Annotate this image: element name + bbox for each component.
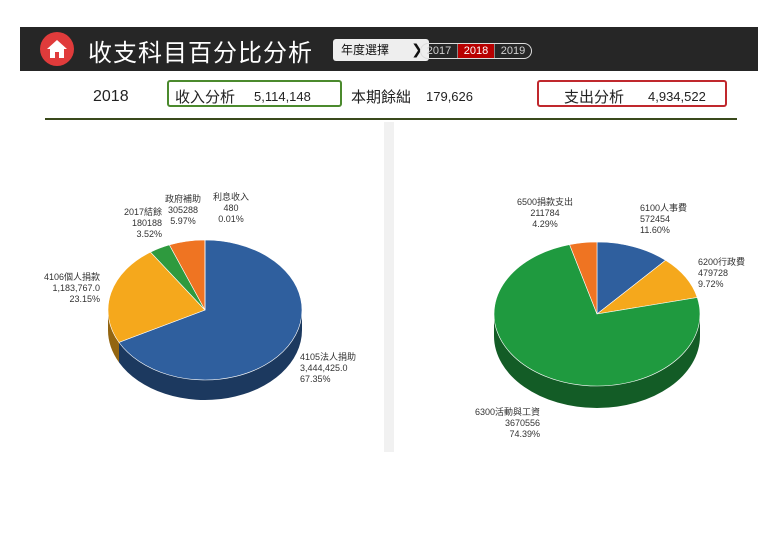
pie-chart-1: 4105法人捐助 3,444,425.0 67.35% 4106個人捐款 1,183,7… (44, 191, 356, 401)
page-title: 收支科目百分比分析 (88, 39, 313, 67)
pie-chart-2: 6100人事費 572454 11.60% 6200行政費 479728 9.72% 630… (475, 196, 745, 439)
balance-label: 本期餘絀 (351, 88, 412, 106)
summary-row: 2018 收入分析 5,114,148 本期餘絀 179,626 支出分析 4,… (20, 72, 758, 122)
pie-slice-3[interactable] (493, 244, 701, 387)
income-label: 收入分析 (175, 88, 236, 106)
pie-label-4: 6500捐款支出 211784 4.29% (517, 196, 573, 229)
year-select-label: 年度選擇 (341, 43, 390, 57)
home-button[interactable] (40, 32, 74, 66)
year-segmented-control: 2017 2018 2019 (420, 43, 532, 59)
pie-label-3: 6300活動與工資 3670556 74.39% (475, 406, 540, 439)
pie-slice-4[interactable] (569, 241, 598, 315)
pie-side-3 (494, 314, 700, 408)
pie-label-5: 利息收入 480 0.01% (213, 191, 249, 224)
expense-box[interactable] (537, 80, 727, 107)
pie-slice-1[interactable] (118, 239, 303, 381)
year-option-2017[interactable]: 2017 (426, 45, 452, 57)
pie-label-3: 2017結餘 180188 3.52% (124, 206, 162, 239)
pie-label-2: 6200行政費 479728 9.72% (698, 256, 745, 289)
panel-divider (384, 122, 394, 452)
expense-value: 4,934,522 (648, 89, 706, 104)
income-box[interactable] (167, 80, 342, 107)
pie-label-1: 4105法人捐助 3,444,425.0 67.35% (300, 351, 356, 384)
summary-year: 2018 (93, 88, 129, 105)
pie-label-4: 政府補助 305288 5.97% (165, 193, 201, 226)
header-bar: 收支科目百分比分析 年度選擇 ❯ 2017 2018 2019 (20, 27, 758, 71)
expense-label: 支出分析 (564, 88, 625, 106)
pie-label-1: 6100人事費 572454 11.60% (640, 202, 687, 235)
home-icon (47, 40, 67, 58)
balance-value: 179,626 (426, 89, 473, 104)
year-select-button[interactable]: 年度選擇 ❯ (333, 39, 429, 61)
year-option-2018[interactable]: 2018 (457, 44, 494, 58)
summary-divider (45, 118, 737, 120)
pie-side-2 (108, 310, 119, 363)
pie-side-1 (118, 310, 302, 401)
pie-slice-1[interactable] (596, 241, 667, 315)
chevron-right-icon: ❯ (411, 42, 423, 58)
pie-slice-2[interactable] (107, 251, 206, 343)
year-option-2019[interactable]: 2019 (494, 44, 531, 58)
pie-label-2: 4106個人捐款 1,183,767.0 23.15% (44, 271, 100, 304)
income-value: 5,114,148 (254, 89, 311, 104)
